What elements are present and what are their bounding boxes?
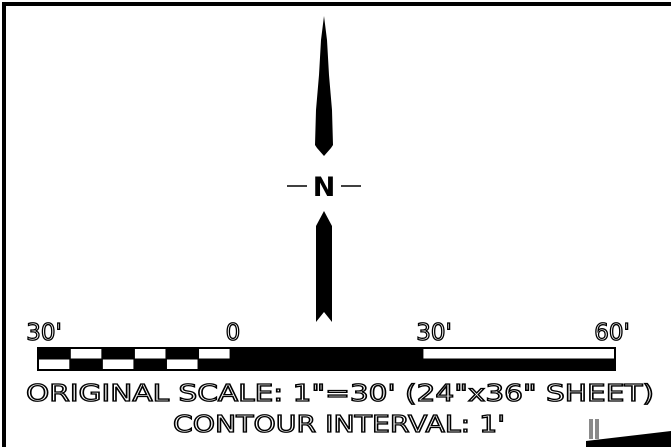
north-letter: N: [313, 172, 336, 203]
scale-segment-top-black: [102, 348, 135, 359]
scale-segment-top-black: [38, 348, 71, 359]
scale-label-zero: 0: [226, 320, 241, 346]
contour-interval-note: CONTOUR INTERVAL: 1': [173, 412, 505, 438]
scale-label-60: 60': [594, 320, 630, 346]
corner-mark-wedge: [586, 431, 671, 447]
scale-segment-top-black: [166, 348, 199, 359]
scale-segment-bottom-black: [70, 359, 103, 370]
north-arrow: N: [287, 16, 361, 322]
scale-label-minus-30: 30': [26, 320, 62, 346]
corner-drawing-fragment: [586, 419, 671, 447]
corner-mark-post-1: [589, 419, 593, 439]
north-arrow-head: [315, 16, 333, 156]
scale-segment-bottom-white: [38, 359, 71, 370]
scale-label-30: 30': [416, 320, 452, 346]
corner-mark-post-2: [595, 419, 599, 439]
scale-segment-bottom-white: [102, 359, 135, 370]
scale-segment-bottom-black: [134, 359, 167, 370]
scale-segment-bottom-black: [198, 359, 231, 370]
scale-segment-bottom-white: [166, 359, 199, 370]
north-arrow-tail: [316, 211, 332, 322]
original-scale-note: ORIGINAL SCALE: 1"=30' (24"x36" SHEET): [26, 381, 654, 407]
scale-tick-labels: 30' 0 30' 60': [26, 319, 631, 346]
scale-bar: [37, 347, 616, 371]
scale-segment-bottom-black: [422, 359, 615, 370]
